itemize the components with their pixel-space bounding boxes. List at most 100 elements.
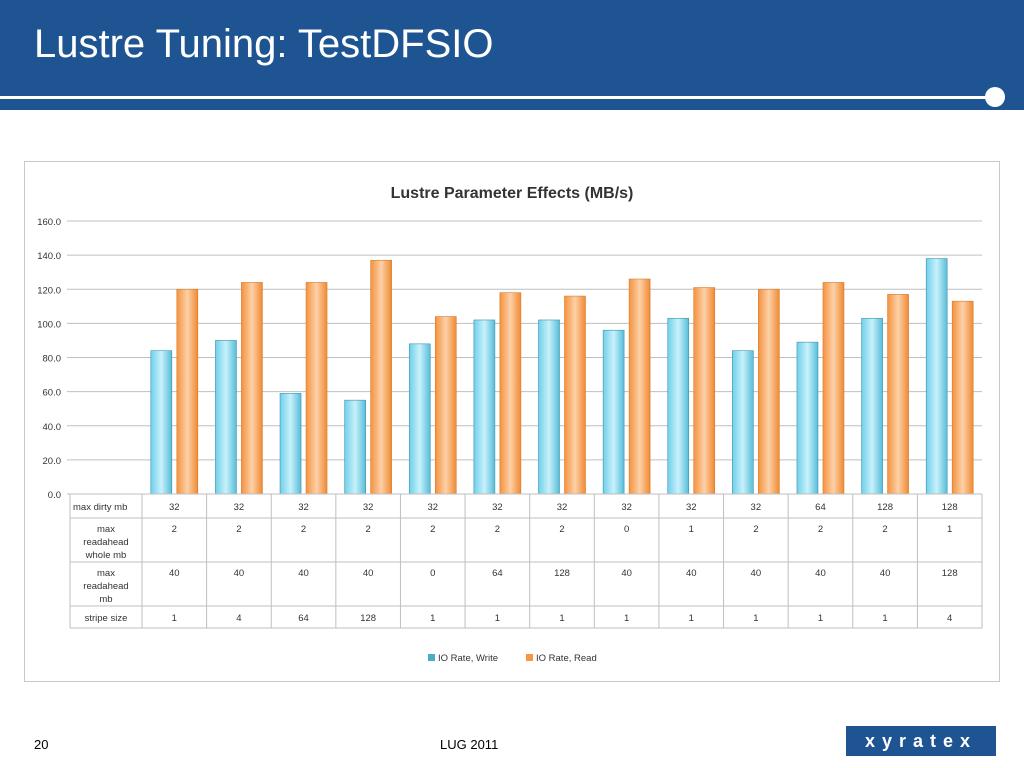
table-cell: 64 [492, 568, 503, 579]
footer-text: LUG 2011 [440, 737, 499, 752]
table-cell: 1 [818, 613, 823, 624]
table-cell: 32 [557, 502, 568, 513]
bar-write [215, 340, 237, 495]
bar-write [861, 317, 883, 495]
table-cell: 2 [172, 524, 177, 535]
y-tick-label: 80.0 [43, 354, 62, 365]
table-cell: 40 [169, 568, 180, 579]
bar-read [758, 288, 780, 495]
bar-write [925, 258, 948, 495]
page-number: 20 [34, 737, 49, 752]
table-cell: 1 [689, 524, 694, 535]
bar-write [279, 393, 302, 495]
chart-title: Lustre Parameter Effects (MB/s) [391, 185, 634, 202]
table-cell: 40 [298, 568, 309, 579]
bar-write [344, 399, 366, 495]
table-cell: 128 [360, 613, 376, 624]
bar-read [887, 294, 909, 495]
table-cell: 2 [236, 524, 241, 535]
table-cell: 40 [363, 568, 374, 579]
table-cell: 2 [366, 524, 371, 535]
table-cell: 128 [877, 502, 893, 513]
xyratex-logo: xyratex [846, 726, 996, 756]
bar-read [370, 259, 392, 495]
bar-write [538, 319, 560, 495]
table-cell: 40 [751, 568, 762, 579]
table-cell: 32 [492, 502, 503, 513]
bar-write [408, 343, 431, 495]
table-cell: 4 [236, 613, 241, 624]
legend-label-read: IO Rate, Read [536, 653, 597, 664]
table-cell: 1 [559, 613, 564, 624]
table-cell: 32 [751, 502, 762, 513]
table-cell: 32 [169, 502, 180, 513]
row-label: stripe size [85, 613, 128, 624]
bar-write [732, 350, 754, 495]
table-cell: 2 [882, 524, 887, 535]
table-cell: 1 [172, 613, 177, 624]
table-cell: 2 [430, 524, 435, 535]
legend-label-write: IO Rate, Write [438, 653, 498, 664]
row-label: max [97, 524, 115, 535]
row-label: whole mb [85, 550, 127, 561]
row-label: readahead [83, 537, 128, 548]
legend-swatch-read [526, 654, 533, 661]
chart-frame: Lustre Parameter Effects (MB/s) 0.0 20.0 40… [24, 161, 1000, 682]
table-cell: 1 [624, 613, 629, 624]
table-cell: 1 [882, 613, 887, 624]
table-cell: 32 [686, 502, 697, 513]
table-cell: 1 [947, 524, 952, 535]
table-cell: 2 [495, 524, 500, 535]
table-cell: 128 [554, 568, 570, 579]
bar-write [796, 341, 819, 495]
table-cell: 128 [942, 568, 958, 579]
table-cell: 0 [624, 524, 629, 535]
table-cell: 1 [430, 613, 435, 624]
y-tick-label: 120.0 [37, 285, 61, 296]
y-tick-label: 60.0 [43, 388, 62, 399]
table-cell: 32 [234, 502, 245, 513]
table-cell: 2 [559, 524, 564, 535]
bar-read [499, 292, 522, 495]
bar-read [822, 282, 845, 495]
bar-read [176, 288, 199, 495]
header-rule [0, 96, 990, 99]
bar-write [602, 329, 625, 495]
bar-read [693, 287, 716, 495]
y-tick-label: 100.0 [37, 319, 61, 330]
row-label: mb [99, 594, 112, 605]
y-tick-label: 160.0 [37, 217, 61, 228]
table-cell: 2 [818, 524, 823, 535]
table-cell: 1 [753, 613, 758, 624]
y-tick-label: 40.0 [43, 422, 62, 433]
bar-read [564, 295, 586, 495]
table-cell: 40 [234, 568, 245, 579]
table-cell: 1 [689, 613, 694, 624]
y-tick-label: 20.0 [43, 456, 62, 467]
bar-read [628, 278, 651, 495]
table-cell: 2 [301, 524, 306, 535]
bar-read [305, 282, 328, 495]
bar-write [473, 319, 496, 495]
table-cell: 40 [815, 568, 826, 579]
table-cell: 32 [363, 502, 374, 513]
y-tick-label: 140.0 [37, 251, 61, 262]
slide-title: Lustre Tuning: TestDFSIO [34, 22, 494, 66]
table-cell: 1 [495, 613, 500, 624]
bar-write [150, 350, 173, 495]
row-label: readahead [83, 581, 128, 592]
bar-read [241, 282, 263, 495]
table-cell: 40 [621, 568, 632, 579]
logo-text: xyratex [864, 730, 978, 751]
row-label: max [97, 568, 115, 579]
table-cell: 2 [753, 524, 758, 535]
header-rule-dot [985, 87, 1005, 107]
bar-write [667, 317, 690, 495]
table-cell: 0 [430, 568, 435, 579]
bar-read [434, 316, 457, 495]
table-cell: 32 [621, 502, 632, 513]
table-cell: 32 [298, 502, 309, 513]
row-label: max dirty mb [73, 502, 127, 513]
y-tick-label: 0.0 [48, 490, 61, 501]
bar-chart: Lustre Parameter Effects (MB/s)0.020.040… [37, 185, 983, 664]
